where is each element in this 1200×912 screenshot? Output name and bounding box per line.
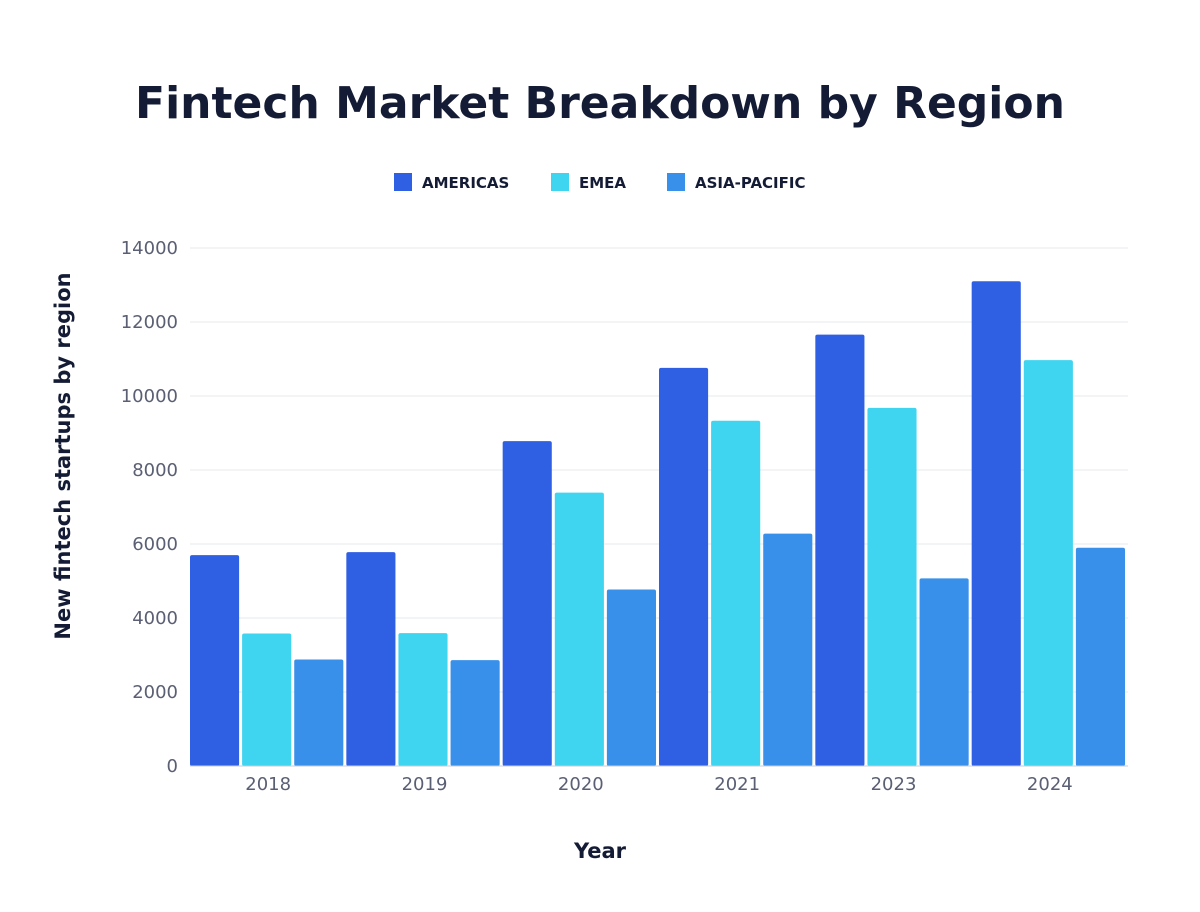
y-tick-label: 8000 bbox=[132, 460, 178, 481]
chart-title: Fintech Market Breakdown by Region bbox=[135, 78, 1065, 129]
bar-americas-2019 bbox=[346, 552, 396, 766]
y-tick-label: 2000 bbox=[132, 682, 178, 703]
x-tick-label: 2023 bbox=[871, 774, 917, 795]
legend-swatch-americas bbox=[394, 173, 412, 191]
bar-americas-2021 bbox=[659, 367, 709, 766]
y-tick-label: 4000 bbox=[132, 608, 178, 629]
bar-emea-2023 bbox=[867, 407, 917, 766]
bar-asia-pacific-2019 bbox=[450, 660, 500, 766]
bar-americas-2020 bbox=[502, 441, 552, 766]
bar-asia-pacific-2024 bbox=[1075, 547, 1125, 766]
x-tick-label: 2021 bbox=[714, 774, 760, 795]
y-tick-label: 12000 bbox=[121, 312, 178, 333]
bar-emea-2020 bbox=[554, 492, 604, 766]
bar-emea-2019 bbox=[398, 633, 448, 766]
legend: AMERICAS EMEA ASIA-PACIFIC bbox=[394, 173, 805, 192]
x-tick-label: 2019 bbox=[402, 774, 448, 795]
y-tick-label: 0 bbox=[167, 756, 178, 777]
bar-asia-pacific-2023 bbox=[919, 578, 969, 766]
bar-emea-2021 bbox=[711, 420, 761, 766]
bar-emea-2018 bbox=[242, 633, 292, 766]
legend-swatch-asia-pacific bbox=[667, 173, 685, 191]
bar-asia-pacific-2020 bbox=[606, 589, 656, 766]
x-tick-label: 2024 bbox=[1027, 774, 1073, 795]
bar-asia-pacific-2021 bbox=[763, 533, 813, 766]
bar-americas-2018 bbox=[190, 555, 240, 766]
y-tick-label: 14000 bbox=[121, 238, 178, 259]
y-tick-label: 6000 bbox=[132, 534, 178, 555]
y-axis-title: New fintech startups by region bbox=[51, 272, 75, 639]
legend-swatch-emea bbox=[551, 173, 569, 191]
bar-asia-pacific-2018 bbox=[294, 659, 344, 766]
bar-emea-2024 bbox=[1023, 360, 1073, 766]
legend-label-americas: AMERICAS bbox=[422, 174, 509, 192]
x-axis-ticks: 2018 2019 2020 2021 2023 2024 bbox=[245, 774, 1072, 795]
bar-americas-2024 bbox=[971, 281, 1021, 766]
x-tick-label: 2018 bbox=[245, 774, 291, 795]
x-tick-label: 2020 bbox=[558, 774, 604, 795]
y-axis-ticks: 0 2000 4000 6000 8000 10000 12000 14000 bbox=[121, 238, 178, 777]
bar-americas-2023 bbox=[815, 334, 865, 766]
x-axis-title: Year bbox=[573, 839, 627, 863]
legend-label-emea: EMEA bbox=[579, 174, 626, 192]
bars bbox=[190, 281, 1125, 766]
y-tick-label: 10000 bbox=[121, 386, 178, 407]
legend-label-asia-pacific: ASIA-PACIFIC bbox=[695, 174, 805, 192]
